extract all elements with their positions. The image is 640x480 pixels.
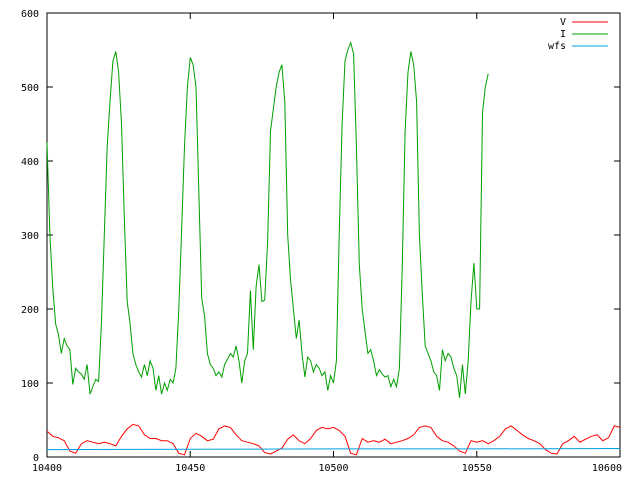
y-tick-label: 100 [21,379,39,390]
axis-ticks [46,12,621,458]
x-tick-label: 10550 [462,463,492,474]
x-tick-label: 10450 [175,463,205,474]
x-tick-label: 10600 [592,463,622,474]
y-tick-label: 0 [33,453,39,464]
plot-frame [46,12,621,458]
series-layer [46,40,621,456]
series-line-I [46,40,489,398]
x-axis-tick-labels: 10400 10450 10500 10550 10600 [32,463,622,474]
series-line-wfs [46,448,621,451]
y-tick-label: 600 [21,9,39,20]
legend-label-wfs: wfs [548,41,566,52]
x-tick-label: 10500 [318,463,348,474]
series-line-V [46,423,621,456]
y-tick-label: 500 [21,83,39,94]
y-tick-label: 200 [21,305,39,316]
y-tick-label: 300 [21,231,39,242]
y-axis-tick-labels: 0 100 200 300 400 500 600 [21,9,39,464]
y-tick-label: 400 [21,157,39,168]
x-tick-label: 10400 [32,463,62,474]
legend-label-I: I [560,29,566,40]
legend-label-V: V [560,17,566,28]
